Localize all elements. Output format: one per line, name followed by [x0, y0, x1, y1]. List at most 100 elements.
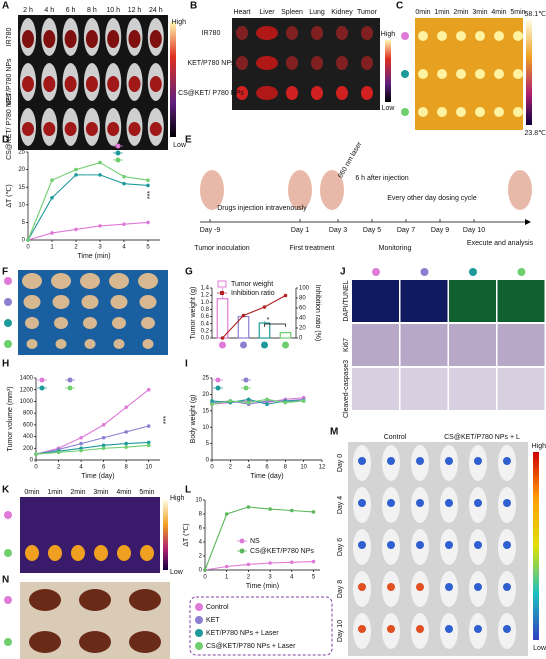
image-c: [415, 18, 523, 130]
time-label: 1min: [434, 9, 449, 16]
y-tick-label: 6: [199, 526, 203, 532]
organ: [256, 56, 278, 70]
liver: [79, 589, 111, 611]
y-tick-label: 1.0: [201, 300, 210, 306]
point: [146, 440, 151, 445]
image-b: [232, 18, 380, 110]
point: [220, 336, 225, 340]
y-tick-label: 4: [199, 540, 203, 546]
caspase: [400, 368, 448, 410]
signal: [64, 30, 77, 48]
organ: [361, 56, 373, 70]
group-dot: [4, 277, 12, 285]
tunel: [352, 280, 399, 322]
point: [228, 399, 233, 403]
day-label: Day -9: [200, 227, 221, 234]
signal: [43, 30, 56, 48]
ki67: [400, 324, 448, 366]
x-tick-label: 2: [74, 245, 78, 251]
y2-tick-label: 0: [299, 336, 303, 342]
x-axis-label: Time (min): [246, 583, 279, 590]
x-tick-label: 3: [98, 245, 102, 251]
signal: [387, 583, 395, 591]
x-tick-label: 3: [268, 575, 272, 581]
tumor: [80, 273, 100, 289]
legend-marker: [215, 385, 221, 391]
panel-label: D: [2, 135, 9, 146]
panel-label: N: [2, 575, 9, 586]
y2-tick-label: 60: [299, 306, 306, 312]
signal: [387, 541, 395, 549]
group-dot: [195, 642, 203, 650]
x-tick-label: 0: [34, 465, 38, 471]
colorbar: [385, 40, 391, 102]
tumor: [55, 339, 67, 349]
tumor: [139, 295, 157, 309]
day-label: Day 4: [337, 496, 344, 514]
row-label: IR780: [202, 30, 221, 37]
y-tick-label: 0: [199, 568, 203, 574]
signal: [503, 457, 511, 465]
point: [283, 400, 288, 405]
panel-label: J: [340, 267, 346, 278]
group-dot: [261, 341, 268, 349]
time-label: 6 h: [66, 7, 76, 14]
organ: [336, 56, 348, 70]
ki67: [352, 324, 399, 366]
hot-spot: [437, 31, 447, 41]
hot-spot: [418, 107, 428, 117]
x-tick-label: 5: [312, 575, 316, 581]
colorbar: [526, 20, 532, 125]
x-tick-label: 6: [102, 465, 106, 471]
signal: [503, 625, 511, 633]
y-tick-label: 1400: [20, 376, 34, 382]
tumor: [81, 295, 99, 309]
time-label: 3min: [93, 489, 108, 496]
point: [26, 238, 30, 242]
organ-label: Kidney: [331, 9, 353, 16]
signal: [22, 76, 34, 92]
time-label: 2min: [453, 9, 468, 16]
series-line: [35, 441, 149, 455]
panel-label: L: [185, 485, 191, 496]
hot-spot: [71, 545, 85, 561]
x-tick-label: 2: [229, 465, 233, 471]
legend-label: CS@KET/P780 NPs: [250, 548, 314, 555]
y-tick-label: 5: [22, 220, 26, 226]
signal: [474, 499, 482, 507]
hot-spot: [418, 31, 428, 41]
signal: [149, 122, 162, 136]
y-tick-label: 200: [23, 446, 34, 452]
organ: [336, 26, 348, 40]
point: [265, 402, 269, 407]
organ: [361, 86, 373, 100]
point: [224, 564, 229, 569]
hot-spot: [456, 69, 466, 79]
annotation: ***: [163, 416, 170, 424]
organ: [236, 56, 248, 70]
hot-spot: [140, 545, 154, 561]
point: [98, 224, 102, 228]
point: [311, 510, 316, 514]
liver: [129, 589, 161, 611]
day-label: Day 6: [337, 538, 344, 556]
signal: [503, 499, 511, 507]
hot-spot: [475, 69, 485, 79]
y-axis-label: Body weight (g): [190, 395, 197, 444]
y2-tick-label: 20: [299, 326, 306, 332]
x-tick-label: 4: [79, 465, 83, 471]
hot-spot: [494, 107, 504, 117]
group-dot: [240, 341, 247, 349]
point: [124, 445, 128, 449]
tumor: [54, 317, 68, 329]
point: [246, 505, 251, 509]
point: [74, 173, 78, 177]
panel-label: E: [185, 135, 192, 146]
signal: [416, 457, 424, 465]
point: [50, 178, 54, 182]
signal: [445, 457, 453, 465]
legend-label: KET: [206, 617, 220, 624]
signal: [85, 122, 98, 136]
series-line: [35, 389, 150, 455]
point: [146, 424, 151, 428]
